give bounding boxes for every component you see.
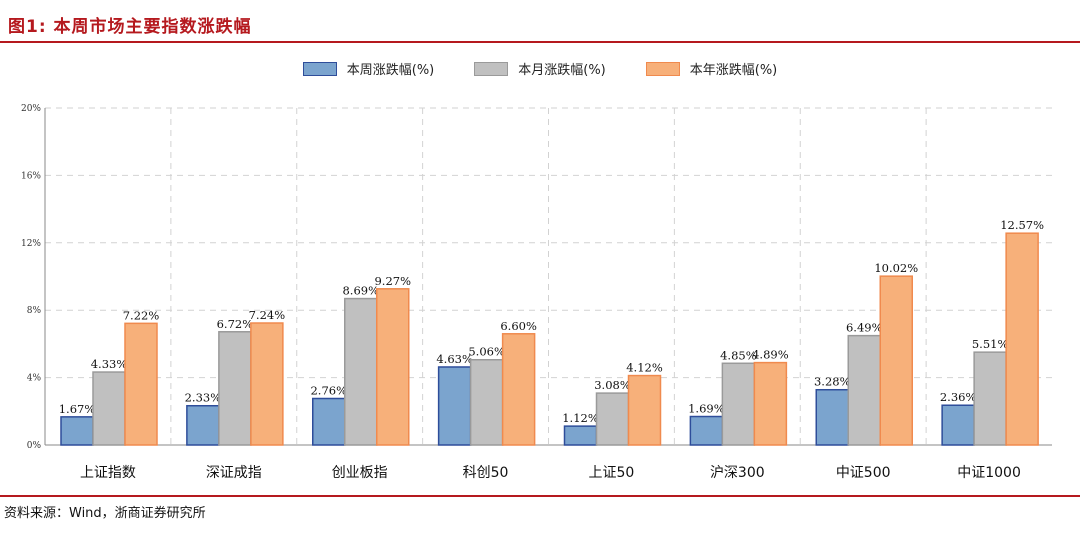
- bar-value-label: 1.69%: [688, 402, 725, 416]
- legend-item-weekly: 本周涨跌幅(%): [302, 59, 435, 78]
- x-category-label: 创业板指: [332, 465, 388, 481]
- bar-monthly: [973, 351, 1007, 446]
- bar-weekly: [60, 416, 94, 446]
- bar-monthly: [344, 297, 378, 446]
- bar-monthly: [847, 334, 881, 446]
- bar-chart: 0% 4% 8% 12% 16% 20% 1.67% 2.33% 2.76% 4.63% 1.12%…: [21, 104, 1052, 481]
- x-category-label: 科创50: [463, 465, 509, 481]
- bar-yearly: [753, 361, 788, 446]
- bar-value-label: 12.57%: [1000, 218, 1044, 232]
- bar-value-label: 7.24%: [249, 308, 286, 322]
- y-tick-label: 4%: [27, 374, 42, 384]
- bar-value-label: 4.89%: [752, 348, 789, 362]
- bar-weekly: [563, 425, 598, 446]
- bar-yearly: [501, 333, 536, 446]
- bar-monthly: [721, 362, 756, 446]
- source-rule: [0, 495, 1080, 497]
- x-category-label: 上证指数: [80, 465, 136, 481]
- y-tick-label: 12%: [21, 239, 41, 249]
- legend-label-yearly: 本年涨跌幅(%): [689, 63, 778, 78]
- bar-value-label: 7.22%: [123, 308, 160, 322]
- bar-value-label: 4.12%: [626, 361, 663, 375]
- title-rule: [0, 41, 1080, 43]
- bar-value-label: 6.72%: [217, 317, 254, 331]
- y-tick-label: 16%: [21, 171, 41, 181]
- y-tick-label: 0%: [27, 441, 42, 451]
- bar-value-label: 5.06%: [468, 345, 505, 359]
- bar-value-label: 10.02%: [874, 261, 918, 275]
- bar-value-label: 6.60%: [500, 319, 537, 333]
- bar-monthly: [92, 371, 126, 446]
- bar-weekly: [186, 404, 220, 446]
- legend-swatch-yearly: [645, 61, 680, 76]
- bar-value-label: 5.51%: [972, 337, 1009, 351]
- bar-yearly: [879, 275, 913, 446]
- legend-swatch-weekly: [302, 61, 337, 76]
- y-tick-label: 20%: [21, 104, 41, 114]
- bar-weekly: [941, 404, 975, 446]
- y-tick-label: 8%: [27, 306, 42, 316]
- bar-value-label: 1.12%: [562, 411, 599, 425]
- bar-yearly: [376, 288, 410, 446]
- legend-item-yearly: 本年涨跌幅(%): [645, 59, 778, 78]
- figure-title: 图1: 本周市场主要指数涨跌幅: [8, 17, 252, 37]
- bar-value-label: 2.33%: [185, 391, 222, 405]
- x-category-label: 深证成指: [206, 465, 262, 481]
- x-category-label: 中证500: [836, 465, 891, 481]
- bar-yearly: [250, 322, 284, 446]
- bar-weekly: [312, 397, 346, 446]
- chart-legend: 本周涨跌幅(%) 本月涨跌幅(%) 本年涨跌幅(%): [0, 59, 1080, 78]
- bar-value-label: 9.27%: [374, 274, 411, 288]
- legend-swatch-monthly: [474, 61, 509, 76]
- bar-value-label: 3.28%: [814, 375, 851, 389]
- bar-monthly: [218, 331, 252, 446]
- bar-yearly: [124, 322, 158, 446]
- legend-label-weekly: 本周涨跌幅(%): [346, 63, 435, 78]
- bar-value-label: 2.76%: [310, 383, 347, 397]
- bar-weekly: [815, 388, 849, 446]
- bar-value-label: 2.36%: [940, 390, 977, 404]
- bar-value-label: 4.33%: [91, 357, 128, 371]
- bar-value-label: 4.63%: [436, 352, 473, 366]
- bar-yearly: [627, 374, 662, 446]
- x-category-label: 上证50: [589, 465, 635, 481]
- bar-value-label: 1.67%: [59, 402, 96, 416]
- bar-value-label: 3.08%: [594, 378, 631, 392]
- legend-item-monthly: 本月涨跌幅(%): [474, 59, 606, 78]
- bar-value-label: 6.49%: [846, 321, 883, 335]
- bar-weekly: [437, 366, 472, 446]
- bar-yearly: [1005, 232, 1039, 446]
- x-category-label: 中证1000: [957, 465, 1021, 481]
- source-note: 资料来源：Wind，浙商证券研究所: [4, 506, 206, 521]
- bar-monthly: [595, 392, 630, 446]
- bar-weekly: [689, 415, 724, 446]
- bar-value-label: 4.85%: [720, 348, 757, 362]
- x-category-label: 沪深300: [710, 465, 765, 481]
- bar-value-label: 8.69%: [342, 284, 379, 298]
- bar-monthly: [469, 358, 504, 446]
- legend-label-monthly: 本月涨跌幅(%): [518, 63, 606, 78]
